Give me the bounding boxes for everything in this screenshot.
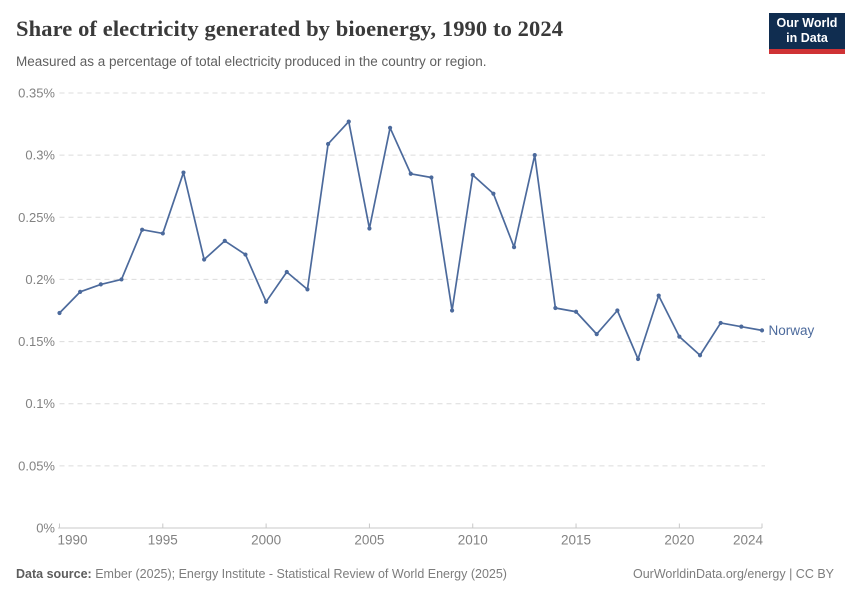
data-point[interactable] xyxy=(594,332,599,337)
y-axis-tick-label: 0.3% xyxy=(25,148,55,163)
data-point[interactable] xyxy=(470,172,475,178)
data-point[interactable] xyxy=(181,170,186,175)
page-title: Share of electricity generated by bioene… xyxy=(16,16,564,41)
x-axis-tick-label: 1990 xyxy=(58,533,88,548)
data-point[interactable] xyxy=(284,269,289,275)
y-axis-tick-label: 0.35% xyxy=(18,86,55,101)
data-point[interactable] xyxy=(553,305,558,311)
x-axis-tick-label: 2015 xyxy=(561,533,591,548)
data-line-norway[interactable] xyxy=(58,120,763,360)
x-axis-tick-label: 1995 xyxy=(148,533,178,548)
data-point[interactable] xyxy=(697,353,703,358)
chart-footer: Data source: Ember (2025); Energy Instit… xyxy=(16,567,834,581)
data-point[interactable] xyxy=(243,252,248,257)
data-point[interactable] xyxy=(160,231,165,236)
data-point[interactable] xyxy=(78,289,83,294)
data-point[interactable] xyxy=(305,287,310,292)
x-axis-tick-label: 2010 xyxy=(458,533,488,548)
y-axis-tick-label: 0.1% xyxy=(25,396,55,411)
data-point[interactable] xyxy=(511,245,517,250)
data-point[interactable] xyxy=(759,328,765,333)
data-point[interactable] xyxy=(140,227,145,232)
data-point[interactable] xyxy=(408,171,413,176)
data-point[interactable] xyxy=(98,282,103,287)
data-point[interactable] xyxy=(367,226,372,231)
data-point[interactable] xyxy=(57,310,62,316)
data-point[interactable] xyxy=(656,293,661,298)
data-point[interactable] xyxy=(346,119,351,124)
data-point[interactable] xyxy=(202,257,207,262)
data-point[interactable] xyxy=(573,309,579,314)
data-point[interactable] xyxy=(222,238,227,243)
owid-logo[interactable]: Our World in Data xyxy=(769,13,845,54)
series-label-norway[interactable]: Norway xyxy=(769,323,815,338)
x-axis-tick-label: 2000 xyxy=(251,533,281,548)
data-point[interactable] xyxy=(491,191,496,196)
data-point[interactable] xyxy=(635,356,641,362)
owid-logo-line1: Our World xyxy=(776,16,838,30)
x-axis-tick-label: 2005 xyxy=(354,533,384,548)
y-axis-tick-label: 0.05% xyxy=(18,458,55,473)
owid-logo-line2: in Data xyxy=(786,31,828,45)
data-point[interactable] xyxy=(429,175,434,180)
data-source-note: Data source: Ember (2025); Energy Instit… xyxy=(16,567,507,581)
y-axis-tick-label: 0.25% xyxy=(18,210,55,225)
attribution-text: OurWorldinData.org/energy | CC BY xyxy=(632,567,834,581)
data-point[interactable] xyxy=(264,299,269,304)
chart-subtitle: Measured as a percentage of total electr… xyxy=(16,54,487,69)
data-point[interactable] xyxy=(449,308,455,313)
data-point[interactable] xyxy=(326,141,331,147)
y-axis-tick-label: 0% xyxy=(36,521,55,536)
data-source-text: Ember (2025); Energy Institute - Statist… xyxy=(95,567,507,581)
x-axis-tick-label: 2020 xyxy=(664,533,694,548)
x-axis-tick-label: 2024 xyxy=(733,533,764,548)
y-axis-tick-label: 0.2% xyxy=(25,272,55,287)
y-axis-tick-label: 0.15% xyxy=(18,334,55,349)
data-point[interactable] xyxy=(677,334,682,339)
data-point[interactable] xyxy=(718,320,723,326)
data-source-label: Data source: xyxy=(16,567,92,581)
data-point[interactable] xyxy=(615,308,620,313)
data-point[interactable] xyxy=(119,277,124,282)
data-point[interactable] xyxy=(532,153,537,158)
data-point[interactable] xyxy=(387,125,393,130)
data-point[interactable] xyxy=(739,324,744,329)
